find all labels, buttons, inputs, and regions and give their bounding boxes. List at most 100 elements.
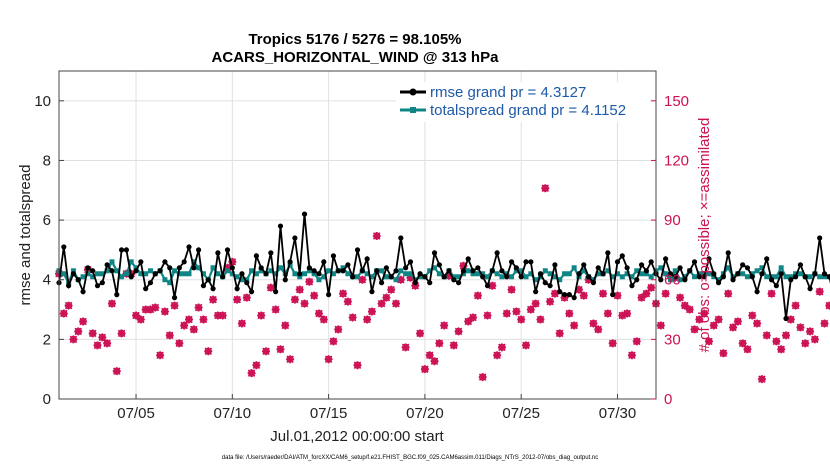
- rmse-point: [687, 268, 692, 273]
- totalspread-point: [109, 259, 114, 264]
- obs-assimilated-marker: [113, 367, 121, 375]
- obs-assimilated-marker: [60, 310, 68, 318]
- rmse-point: [384, 265, 389, 270]
- rmse-point: [278, 223, 283, 228]
- rmse-point: [677, 265, 682, 270]
- rmse-point: [129, 274, 134, 279]
- rmse-point: [427, 280, 432, 285]
- rmse-point: [591, 280, 596, 285]
- rmse-point: [442, 274, 447, 279]
- rmse-point: [610, 292, 615, 297]
- obs-assimilated-marker: [349, 313, 357, 321]
- rmse-point: [345, 262, 350, 267]
- obs-assimilated-marker: [286, 355, 294, 363]
- totalspread-point: [403, 271, 408, 276]
- obs-assimilated-marker: [758, 375, 766, 383]
- rmse-point: [788, 277, 793, 282]
- rmse-point: [80, 289, 85, 294]
- obs-assimilated-marker: [65, 302, 73, 310]
- rmse-point: [321, 259, 326, 264]
- obs-count-markers: [55, 184, 830, 403]
- rmse-point: [206, 277, 211, 282]
- obs-assimilated-marker: [204, 347, 212, 355]
- rmse-point: [721, 274, 726, 279]
- rmse-point: [186, 244, 191, 249]
- obs-assimilated-marker: [642, 290, 650, 298]
- rmse-point: [644, 268, 649, 273]
- obs-assimilated-marker: [734, 317, 742, 325]
- obs-assimilated-marker: [719, 349, 727, 357]
- totalspread-point: [620, 274, 625, 279]
- totalspread-point: [524, 274, 529, 279]
- x-tick-label: 07/30: [599, 405, 637, 422]
- totalspread-point: [355, 274, 360, 279]
- left-tick-label: 4: [43, 272, 51, 289]
- rmse-point: [105, 262, 110, 267]
- obs-assimilated-marker: [363, 315, 371, 323]
- rmse-point: [572, 295, 577, 300]
- rmse-point: [167, 265, 172, 270]
- legend: rmse grand pr = 4.3127 totalspread grand…: [396, 82, 650, 122]
- obs-assimilated-marker: [440, 321, 448, 329]
- totalspread-point: [316, 277, 321, 282]
- obs-assimilated-marker: [768, 290, 776, 298]
- totalspread-point: [379, 268, 384, 273]
- obs-assimilated-marker: [469, 313, 477, 321]
- left-tick-label: 2: [43, 331, 51, 348]
- right-tick-label: 0: [664, 391, 672, 408]
- obs-assimilated-marker: [498, 343, 506, 351]
- totalspread-point: [572, 265, 577, 270]
- obs-assimilated-marker: [821, 319, 829, 327]
- obs-assimilated-marker: [503, 310, 511, 318]
- rmse-point: [547, 283, 552, 288]
- obs-assimilated-marker: [276, 345, 284, 353]
- obs-assimilated-marker: [262, 347, 270, 355]
- rmse-point: [61, 244, 66, 249]
- rmse-point: [615, 259, 620, 264]
- rmse-point: [158, 268, 163, 273]
- rmse-point: [803, 274, 808, 279]
- rmse-point: [326, 292, 331, 297]
- obs-assimilated-marker: [89, 329, 97, 337]
- rmse-point: [822, 271, 827, 276]
- obs-assimilated-marker: [382, 294, 390, 302]
- rmse-point: [769, 277, 774, 282]
- obs-assimilated-marker: [233, 296, 241, 304]
- obs-assimilated-marker: [806, 327, 814, 335]
- totalspread-point: [95, 271, 100, 276]
- rmse-point: [456, 280, 461, 285]
- rmse-point: [470, 268, 475, 273]
- obs-assimilated-marker: [527, 306, 535, 314]
- rmse-point: [543, 280, 548, 285]
- obs-assimilated-marker: [137, 315, 145, 323]
- obs-assimilated-marker: [378, 300, 386, 308]
- rmse-point: [259, 265, 264, 270]
- obs-assimilated-marker: [628, 351, 636, 359]
- rmse-point: [759, 271, 764, 276]
- rmse-point: [230, 265, 235, 270]
- rmse-point: [249, 289, 254, 294]
- obs-assimilated-marker: [175, 339, 183, 347]
- obs-assimilated-marker: [243, 294, 251, 302]
- rmse-series: [56, 212, 830, 322]
- obs-assimilated-marker: [777, 345, 785, 353]
- rmse-point: [726, 250, 731, 255]
- rmse-point: [562, 292, 567, 297]
- obs-assimilated-marker: [402, 343, 410, 351]
- obs-assimilated-marker: [589, 319, 597, 327]
- obs-assimilated-marker: [315, 310, 323, 318]
- obs-assimilated-marker: [219, 312, 227, 320]
- obs-assimilated-marker: [450, 341, 458, 349]
- rmse-point: [466, 256, 471, 261]
- rmse-point: [148, 280, 153, 285]
- obs-assimilated-marker: [686, 306, 694, 314]
- obs-assimilated-marker: [801, 339, 809, 347]
- obs-assimilated-marker: [517, 315, 525, 323]
- rmse-point: [538, 271, 543, 276]
- rmse-point: [682, 277, 687, 282]
- obs-assimilated-marker: [108, 300, 116, 308]
- obs-assimilated-marker: [156, 351, 164, 359]
